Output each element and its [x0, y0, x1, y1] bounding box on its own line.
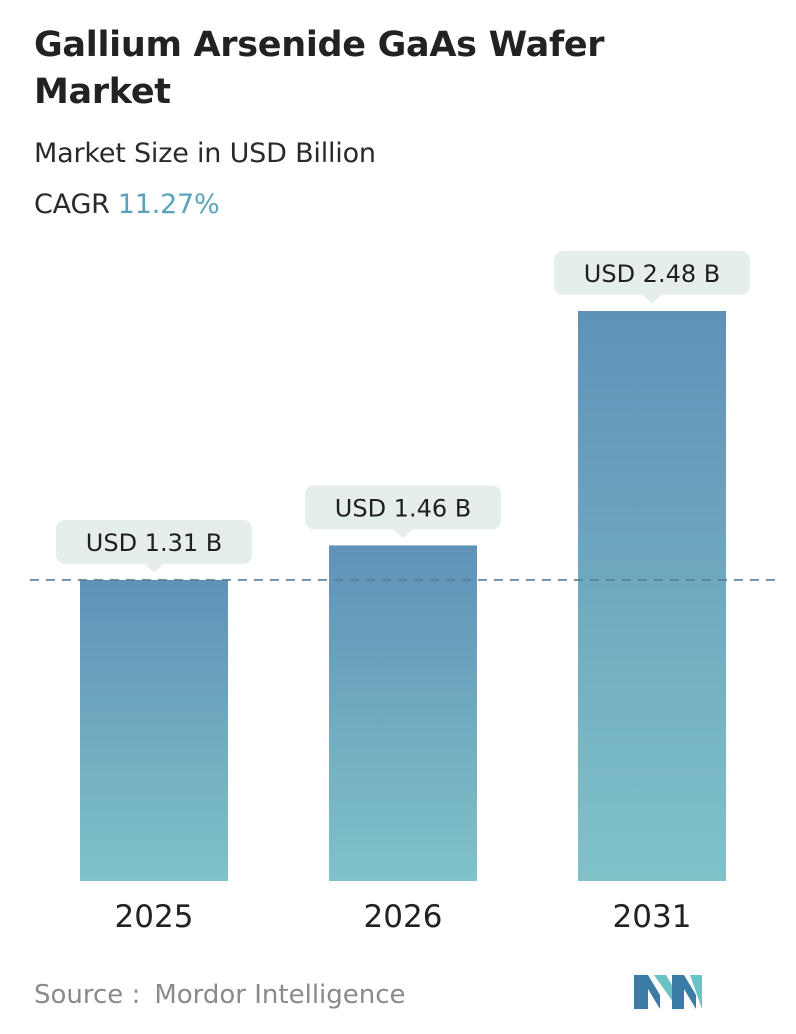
cagr-readout: CAGR 11.27% [34, 189, 220, 220]
value-label-text: USD 1.46 B [335, 494, 471, 522]
cagr-label: CAGR [34, 189, 110, 220]
value-label-text: USD 2.48 B [584, 260, 720, 288]
x-tick-label-2031: 2031 [613, 899, 692, 935]
bar-2025 [80, 579, 228, 881]
mordor-intelligence-logo-icon [634, 975, 702, 1009]
chart-title: Gallium Arsenide GaAs Wafer Market [34, 25, 605, 112]
bars-layer [80, 311, 726, 881]
source-label: Source : [34, 980, 141, 1010]
value-label-bg [56, 519, 252, 564]
value-label-2025: USD 1.31 B [56, 519, 252, 573]
x-tick-label-2025: 2025 [115, 899, 194, 935]
bar-2031 [578, 311, 726, 881]
value-label-pointer [643, 295, 661, 304]
value-label-pointer [145, 563, 163, 573]
labels-layer: USD 1.31 B 2025 USD 1.46 B 2026 USD 2.48 B 20… [56, 251, 750, 935]
bar-2026 [329, 545, 477, 881]
value-label-bg [554, 251, 750, 295]
value-label-pointer [394, 529, 412, 539]
value-label-bg [305, 485, 501, 530]
value-label-2026: USD 1.46 B [305, 485, 501, 539]
source-note: Source : Mordor Intelligence [34, 980, 406, 1010]
source-name: Mordor Intelligence [154, 980, 406, 1010]
cagr-value: 11.27% [117, 189, 220, 220]
chart-subtitle: Market Size in USD Billion [34, 138, 376, 169]
value-label-text: USD 1.31 B [86, 529, 222, 557]
value-label-2031: USD 2.48 B [554, 251, 750, 304]
x-tick-label-2026: 2026 [364, 899, 443, 935]
